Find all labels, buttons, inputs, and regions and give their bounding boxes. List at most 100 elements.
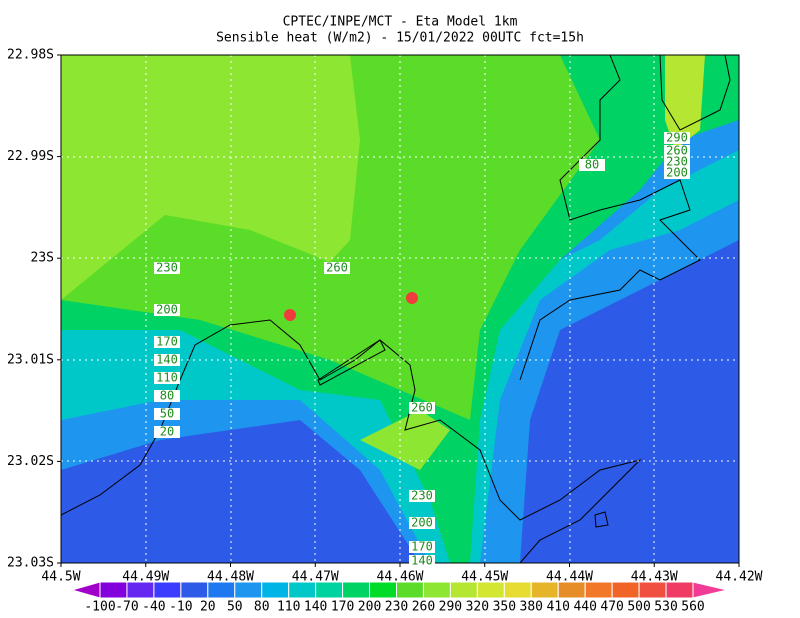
contour-label-box xyxy=(154,408,180,420)
contour-label-box xyxy=(154,262,180,274)
contour-label-box xyxy=(409,541,435,553)
colorbar-label: 500 xyxy=(627,600,650,615)
colorbar-box xyxy=(530,581,559,599)
contour-label: 80 xyxy=(585,158,599,172)
colorbar-label: 80 xyxy=(254,600,270,615)
colorbar-label: -10 xyxy=(169,600,192,615)
colorbar-label: 410 xyxy=(546,600,569,615)
contour-label: 230 xyxy=(666,155,688,169)
contour-label-box xyxy=(664,132,690,144)
contour-label-box xyxy=(409,555,435,567)
contour-label-box xyxy=(154,426,180,438)
contour-label-box xyxy=(409,490,435,502)
x-tick-label: 44.42W xyxy=(716,570,763,585)
contour-label: 230 xyxy=(411,489,433,503)
colorbar-label: 20 xyxy=(200,600,216,615)
colorbar-box xyxy=(288,581,317,599)
x-tick-label: 44.43W xyxy=(631,570,678,585)
title-line1: CPTEC/INPE/MCT - Eta Model 1km xyxy=(283,15,518,30)
contour-label: 170 xyxy=(156,335,178,349)
coastline xyxy=(61,55,731,563)
colorbar-label: -100 xyxy=(84,600,115,615)
contour-label-box xyxy=(154,372,180,384)
contour-label: 140 xyxy=(411,554,433,568)
contour-label: 110 xyxy=(156,371,178,385)
colorbar-label: 290 xyxy=(439,600,462,615)
y-tick-label: 22.98S xyxy=(7,48,54,63)
y-tick-label: 23.02S xyxy=(7,454,54,469)
colorbar-label: 320 xyxy=(466,600,489,615)
colorbar-box xyxy=(207,581,236,599)
colorbar-box xyxy=(234,581,263,599)
station-marker xyxy=(284,309,296,321)
contour-label: 230 xyxy=(156,261,178,275)
contour-label: 200 xyxy=(156,303,178,317)
contour-label: 200 xyxy=(411,516,433,530)
contour-label-box xyxy=(154,390,180,402)
contour-label: 290 xyxy=(666,131,688,145)
contour-label: 260 xyxy=(411,401,433,415)
colorbar-box xyxy=(476,581,505,599)
y-tick-label: 22.99S xyxy=(7,149,54,164)
colorbar-box xyxy=(422,581,451,599)
colorbar-box xyxy=(99,581,128,599)
colorbar-label: 530 xyxy=(654,600,677,615)
x-tick-label: 44.47W xyxy=(292,570,339,585)
contour-label-box xyxy=(154,336,180,348)
colorbar-label: 350 xyxy=(493,600,516,615)
y-tick-label: 23.01S xyxy=(7,352,54,367)
contour-label: 260 xyxy=(666,144,688,158)
contour-label-box xyxy=(324,262,350,274)
colorbar-box xyxy=(342,581,371,599)
station-marker xyxy=(406,292,418,304)
y-tick-label: 23S xyxy=(31,251,54,266)
contour-label-box xyxy=(664,167,690,179)
colorbar-label: 470 xyxy=(600,600,623,615)
colorbar-label: 260 xyxy=(412,600,435,615)
contour-label: 20 xyxy=(160,425,174,439)
colorbar-box xyxy=(665,581,694,599)
colorbar-box xyxy=(584,581,613,599)
x-tick-label: 44.49W xyxy=(122,570,169,585)
contour-label: 140 xyxy=(156,353,178,367)
colorbar-label: 380 xyxy=(520,600,543,615)
contour-label: 170 xyxy=(411,540,433,554)
colorbar-box xyxy=(611,581,640,599)
colorbar-label: 140 xyxy=(304,600,327,615)
x-tick-label: 44.45W xyxy=(461,570,508,585)
y-tick-label: 23.03S xyxy=(7,556,54,571)
colorbar-label: 560 xyxy=(681,600,704,615)
colorbar-box xyxy=(126,581,155,599)
x-tick-label: 44.46W xyxy=(377,570,424,585)
colorbar-end xyxy=(692,581,728,599)
colorbar-box xyxy=(180,581,209,599)
contour-label: 50 xyxy=(160,407,174,421)
x-tick-label: 44.5W xyxy=(41,570,80,585)
colorbar-label: -40 xyxy=(142,600,165,615)
colorbar-label: 200 xyxy=(358,600,381,615)
colorbar-box xyxy=(261,581,290,599)
colorbar-box xyxy=(503,581,532,599)
contour-label-box xyxy=(409,402,435,414)
x-tick-label: 44.44W xyxy=(546,570,593,585)
colorbar-label: 110 xyxy=(277,600,300,615)
colorbar-box xyxy=(315,581,344,599)
grid xyxy=(61,55,739,563)
colorbar-box xyxy=(369,581,397,599)
contour-label-box xyxy=(154,354,180,366)
contour-label-box xyxy=(154,304,180,316)
colorbar-box xyxy=(396,581,424,599)
colorbar-label: -70 xyxy=(115,600,138,615)
colorbar-box xyxy=(638,581,667,599)
colorbar-label: 50 xyxy=(227,600,243,615)
colorbar-label: 170 xyxy=(331,600,354,615)
contour-label-box xyxy=(664,156,690,168)
contour-label: 80 xyxy=(160,389,174,403)
contour-label: 200 xyxy=(666,166,688,180)
x-tick-label: 44.48W xyxy=(207,570,254,585)
title-line2: Sensible heat (W/m2) - 15/01/2022 00UTC … xyxy=(216,31,584,46)
contour-label-box xyxy=(664,145,690,157)
colorbar-label: 230 xyxy=(385,600,408,615)
contour-label: 260 xyxy=(326,261,348,275)
